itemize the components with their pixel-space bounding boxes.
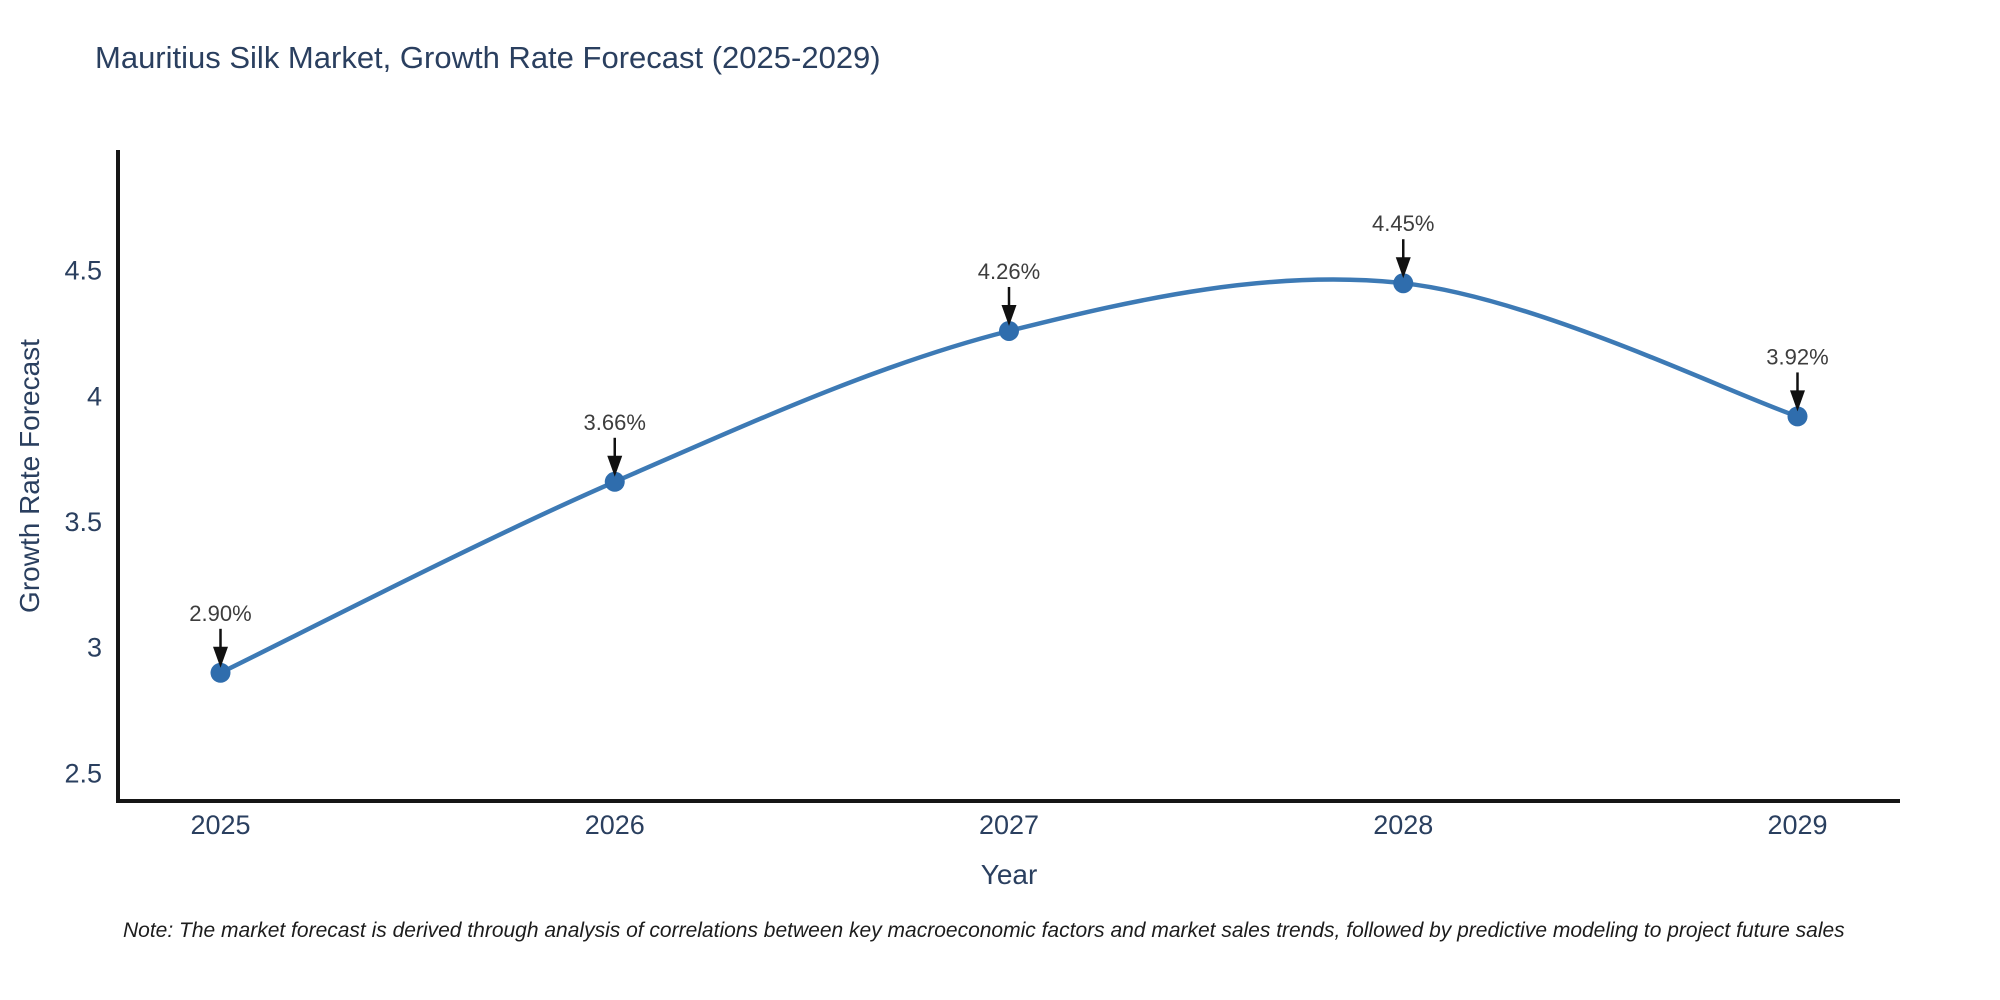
point-annotation: 2.90% — [189, 601, 251, 626]
annotation-arrowhead — [213, 646, 229, 668]
x-tick-label: 2027 — [979, 810, 1039, 840]
data-point — [210, 662, 231, 683]
point-annotation: 4.45% — [1372, 211, 1434, 236]
data-point — [1787, 406, 1808, 427]
y-tick-label: 3 — [87, 633, 102, 663]
y-tick-label: 2.5 — [64, 758, 102, 788]
x-tick-label: 2028 — [1373, 810, 1433, 840]
data-point — [999, 320, 1019, 341]
x-axis-title: Year — [980, 859, 1038, 890]
annotation-arrowhead — [1395, 257, 1411, 279]
point-annotation: 4.26% — [978, 259, 1040, 284]
data-point — [1393, 273, 1414, 294]
y-tick-label: 4 — [87, 381, 102, 411]
data-point — [604, 471, 625, 492]
chart-title: Mauritius Silk Market, Growth Rate Forec… — [95, 40, 881, 75]
annotation-arrowhead — [607, 455, 623, 477]
annotation-arrowhead — [1001, 304, 1017, 326]
footnote: Note: The market forecast is derived thr… — [123, 919, 1845, 942]
point-annotation: 3.66% — [584, 410, 646, 435]
annotation-arrowhead — [1789, 390, 1805, 412]
x-tick-label: 2025 — [190, 810, 250, 840]
x-tick-label: 2029 — [1767, 810, 1827, 840]
y-axis-title: Growth Rate Forecast — [14, 339, 45, 613]
y-tick-label: 4.5 — [64, 256, 102, 286]
point-annotation: 3.92% — [1766, 344, 1828, 369]
x-tick-label: 2026 — [585, 810, 645, 840]
y-tick-label: 3.5 — [64, 507, 102, 537]
